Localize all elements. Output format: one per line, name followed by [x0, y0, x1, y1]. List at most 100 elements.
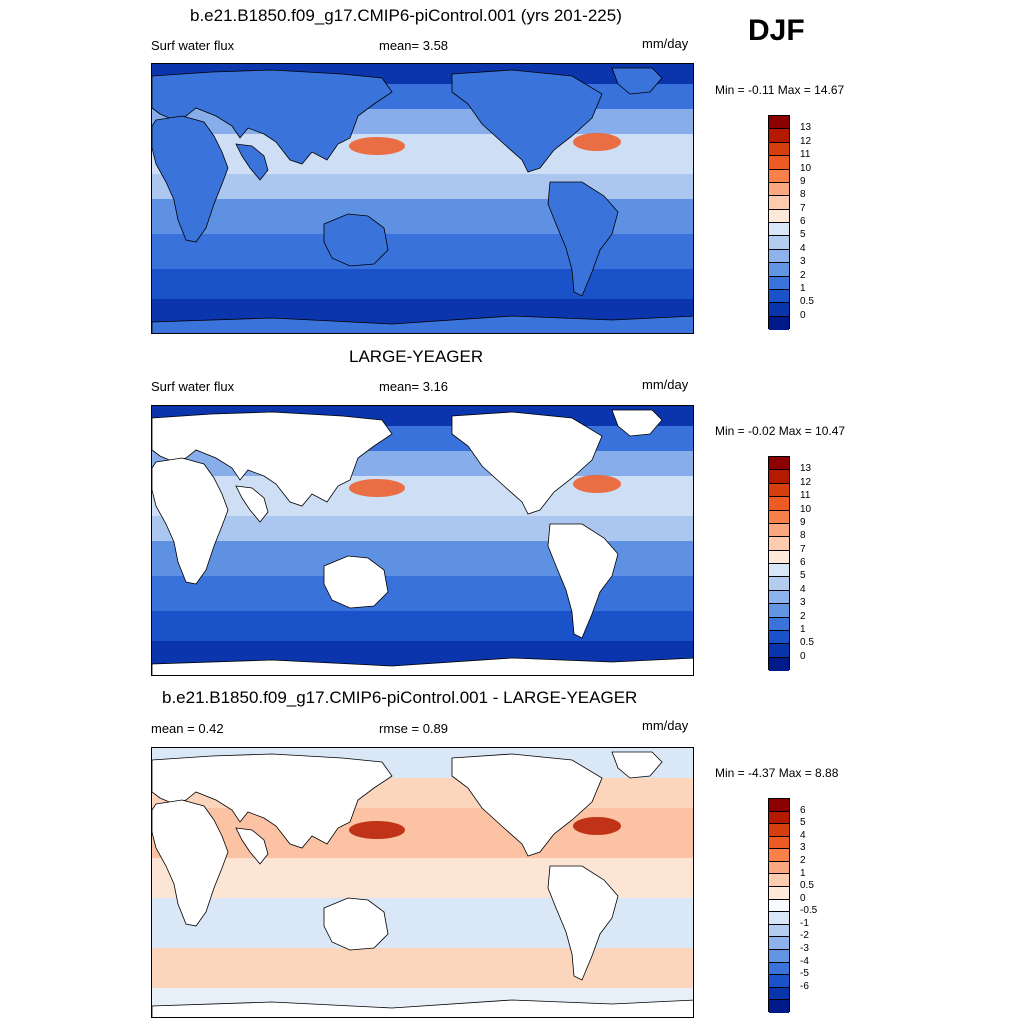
kuroshio-maximum — [349, 821, 405, 839]
colorbar-swatch — [769, 799, 789, 812]
colorbar-swatch — [769, 550, 789, 564]
colorbar-swatch — [769, 169, 789, 183]
colorbar-swatch — [769, 510, 789, 524]
colorbar-tick-label: -0.5 — [800, 905, 818, 917]
panel-3-title: b.e21.B1850.f09_g17.CMIP6-piControl.001 … — [162, 688, 638, 707]
colorbar-swatch — [769, 924, 789, 938]
colorbar-swatch — [769, 209, 789, 223]
land-outline — [547, 523, 619, 639]
colorbar-swatch — [769, 887, 789, 900]
colorbar-swatch — [769, 316, 789, 330]
land-outline — [611, 409, 663, 437]
colorbar-tick-label: 3 — [800, 842, 806, 854]
land-outline — [451, 753, 603, 857]
colorbar-tick-label: -3 — [800, 943, 809, 955]
colorbar-tick-label: -6 — [800, 980, 809, 992]
panel-1-units-label: mm/day — [642, 36, 689, 51]
panel-3-mean-label: mean = 0.42 — [151, 721, 224, 736]
colorbar-swatch — [769, 129, 789, 143]
panel-2-minmax: Min = -0.02 Max = 10.47 — [715, 424, 846, 438]
land-outline — [152, 115, 229, 243]
colorbar-tick-label: 2 — [800, 269, 806, 281]
colorbar-swatch — [769, 657, 789, 671]
precip-band — [152, 808, 693, 858]
colorbar-swatch — [769, 874, 789, 888]
land-outline — [235, 827, 269, 865]
colorbar-swatch — [769, 483, 789, 498]
colorbar-swatch — [769, 223, 789, 237]
panel-2-map-svg — [152, 406, 693, 675]
colorbar-tick-label: 0.5 — [800, 296, 814, 308]
colorbar-swatch — [769, 824, 789, 837]
colorbar-tick-label: 0 — [800, 650, 806, 662]
colorbar-swatch — [769, 303, 789, 317]
panel-1-variable-label: Surf water flux — [151, 38, 235, 53]
colorbar-swatch — [769, 142, 789, 157]
panel-3-map — [151, 747, 694, 1018]
colorbar-swatch — [769, 1000, 789, 1013]
colorbar-swatch — [769, 949, 789, 963]
colorbar-tick-label: 0.5 — [800, 637, 814, 649]
panel-3-map-svg — [152, 748, 693, 1017]
land-outline — [235, 485, 269, 523]
panel-2-variable-label: Surf water flux — [151, 379, 235, 394]
colorbar-tick-label: 3 — [800, 256, 806, 268]
colorbar-tick-label: 11 — [800, 490, 811, 502]
colorbar-swatch — [769, 289, 789, 304]
land-outline — [451, 69, 603, 173]
colorbar-swatch — [769, 196, 789, 210]
colorbar-tick-label: -2 — [800, 930, 809, 942]
land-outline — [152, 999, 693, 1017]
precip-band — [152, 576, 693, 611]
colorbar-swatch — [769, 811, 789, 825]
season-label: DJF — [748, 14, 805, 47]
land-outline — [323, 213, 389, 267]
panel-3-colorbar — [768, 798, 790, 1013]
colorbar-swatch — [769, 564, 789, 578]
colorbar-swatch — [769, 590, 789, 605]
colorbar-swatch — [769, 975, 789, 988]
colorbar-swatch — [769, 630, 789, 645]
colorbar-tick-label: 8 — [800, 189, 806, 201]
colorbar-tick-label: 12 — [800, 135, 812, 147]
kuroshio-maximum — [349, 479, 405, 497]
colorbar-swatch — [769, 156, 789, 170]
kuroshio-maximum — [349, 137, 405, 155]
colorbar-tick-label: 2 — [800, 854, 806, 866]
colorbar-swatch — [769, 577, 789, 591]
colorbar-tick-label: 1 — [800, 623, 806, 635]
colorbar-swatch — [769, 470, 789, 484]
colorbar-tick-label: 3 — [800, 597, 806, 609]
gulf-stream-maximum — [573, 817, 621, 835]
panel-2-map — [151, 405, 694, 676]
panel-1-minmax: Min = -0.11 Max = 14.67 — [715, 83, 845, 97]
colorbar-swatch — [769, 497, 789, 511]
colorbar-swatch — [769, 912, 789, 925]
colorbar-swatch — [769, 644, 789, 658]
land-outline — [323, 897, 389, 951]
panel-1-map — [151, 63, 694, 334]
colorbar-tick-label: 4 — [800, 242, 806, 254]
colorbar-swatch — [769, 836, 789, 850]
colorbar-tick-label: 7 — [800, 543, 806, 555]
land-outline — [451, 411, 603, 515]
panel-1-mean-label: mean= 3.58 — [379, 38, 449, 53]
precip-band — [152, 948, 693, 988]
land-outline — [152, 315, 693, 333]
colorbar-swatch — [769, 617, 789, 631]
land-outline — [152, 411, 393, 507]
land-outline — [152, 753, 393, 849]
precip-band — [152, 516, 693, 541]
colorbar-tick-label: 9 — [800, 516, 806, 528]
colorbar-swatch — [769, 457, 789, 471]
land-outline — [547, 181, 619, 297]
colorbar-swatch — [769, 849, 789, 862]
colorbar-tick-label: 5 — [800, 817, 806, 829]
panel-1-map-svg — [152, 64, 693, 333]
colorbar-tick-label: 0 — [800, 892, 806, 904]
panel-3-minmax: Min = -4.37 Max = 8.88 — [715, 766, 839, 780]
panel-2-title: LARGE-YEAGER — [349, 347, 484, 366]
colorbar-swatch — [769, 987, 789, 1001]
land-outline — [547, 865, 619, 981]
colorbar-swatch — [769, 249, 789, 264]
